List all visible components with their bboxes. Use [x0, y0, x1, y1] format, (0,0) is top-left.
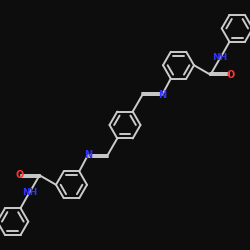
Text: O: O — [226, 70, 234, 80]
Text: N: N — [84, 150, 92, 160]
Text: NH: NH — [212, 53, 228, 62]
Text: O: O — [16, 170, 24, 180]
Text: NH: NH — [22, 188, 38, 197]
Text: N: N — [158, 90, 166, 100]
